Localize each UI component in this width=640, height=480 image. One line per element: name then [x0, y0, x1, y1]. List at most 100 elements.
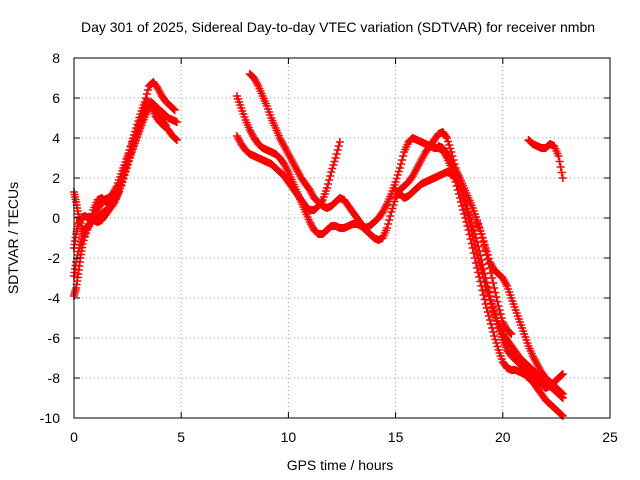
- data-point-fill: [487, 296, 496, 304]
- data-point-fill: [326, 172, 335, 180]
- data-point-fill: [325, 176, 334, 184]
- y-tick-label: -2: [48, 250, 61, 266]
- data-point-fill: [489, 328, 498, 336]
- data-point-fill: [489, 279, 498, 287]
- data-point-fill: [394, 167, 403, 176]
- series-line: [249, 73, 564, 417]
- data-point-fill: [396, 160, 405, 168]
- data-point: [335, 138, 344, 146]
- data-point: [485, 292, 494, 300]
- data-point: [383, 224, 392, 232]
- data-point-fill: [441, 132, 450, 141]
- x-tick-label: 5: [177, 429, 185, 445]
- data-point-fill: [496, 310, 505, 318]
- data-point: [395, 164, 404, 172]
- data-point: [443, 134, 452, 142]
- data-point: [172, 136, 181, 144]
- data-point: [477, 230, 486, 238]
- data-point: [477, 256, 486, 264]
- data-point-fill: [124, 156, 133, 165]
- data-point-fill: [385, 216, 394, 224]
- series-track-5: [245, 70, 567, 420]
- data-point-fill: [555, 157, 564, 166]
- data-point-fill: [126, 149, 135, 158]
- data-point-fill: [445, 141, 454, 149]
- data-point: [490, 332, 499, 340]
- data-point-fill: [324, 180, 333, 188]
- data-point-fill: [475, 247, 484, 255]
- y-tick-label: 2: [52, 170, 60, 186]
- x-tick-label: 10: [281, 429, 297, 445]
- data-point-fill: [489, 304, 498, 312]
- data-point-fill: [384, 220, 393, 228]
- data-point: [485, 316, 494, 324]
- series-track-7: [232, 132, 344, 214]
- data-point-fill: [484, 287, 493, 296]
- series-track-8: [391, 168, 567, 402]
- data-point-fill: [329, 161, 338, 169]
- data-point-fill: [143, 86, 152, 94]
- data-point-fill: [488, 274, 497, 282]
- data-point: [558, 412, 567, 420]
- data-point-fill: [388, 204, 397, 213]
- data-point-fill: [483, 283, 492, 291]
- data-point-fill: [141, 94, 150, 102]
- data-point-fill: [389, 201, 398, 209]
- series-line: [73, 101, 178, 277]
- data-point: [490, 284, 499, 292]
- data-point-fill: [116, 184, 125, 193]
- ticks: 0 5 10 15 20 25 -10 -8 -6 -4 -2 0 2 4 6 8: [40, 50, 618, 445]
- y-tick-label: 4: [52, 130, 60, 146]
- x-tick-label: 15: [388, 429, 404, 445]
- data-point-fill: [122, 163, 131, 172]
- data-point-fill: [480, 240, 489, 249]
- y-tick-label: -8: [48, 370, 61, 386]
- data-point-fill: [392, 174, 401, 183]
- plot-frame: [73, 57, 611, 419]
- data-point: [162, 122, 171, 130]
- data-point-fill: [117, 181, 126, 189]
- x-tick-label: 25: [602, 429, 618, 445]
- data-point-fill: [317, 197, 326, 206]
- data-point-fill: [330, 157, 339, 166]
- data-point-fill: [488, 300, 497, 308]
- data-point: [494, 302, 503, 310]
- data-point: [331, 154, 340, 162]
- x-axis-label: GPS time / hours: [287, 457, 394, 473]
- data-point-fill: [556, 163, 565, 171]
- data-point-fill: [142, 90, 151, 98]
- chart-title: Day 301 of 2025, Sidereal Day-to-day VTE…: [81, 19, 595, 35]
- data-point: [558, 370, 567, 378]
- x-tick-label: 0: [70, 429, 78, 445]
- data-point-fill: [398, 156, 407, 164]
- data-point-fill: [386, 212, 395, 220]
- data-point-fill: [493, 342, 502, 351]
- data-point-fill: [390, 197, 399, 206]
- data-point: [170, 106, 179, 114]
- data-point-fill: [446, 144, 455, 153]
- data-point: [115, 188, 124, 196]
- data-point: [464, 208, 473, 216]
- series-track-11: [524, 136, 567, 182]
- data-point: [119, 174, 128, 182]
- data-point-fill: [121, 167, 130, 175]
- y-tick-label: -10: [40, 410, 60, 426]
- data-point-fill: [120, 170, 129, 179]
- series-group: [70, 70, 567, 420]
- data-point: [327, 168, 336, 176]
- data-point-fill: [557, 168, 566, 177]
- data-point-fill: [161, 120, 170, 129]
- data-point: [391, 178, 400, 186]
- data-point-fill: [444, 137, 453, 146]
- data-point: [507, 330, 516, 338]
- data-point-fill: [171, 135, 180, 143]
- data-point-fill: [393, 171, 402, 179]
- y-tick-label: 8: [52, 50, 60, 66]
- data-point-fill: [328, 164, 337, 173]
- data-point-fill: [479, 237, 488, 245]
- data-point: [172, 118, 181, 126]
- data-point-fill: [484, 312, 493, 320]
- data-point-fill: [557, 371, 566, 379]
- data-point-fill: [482, 247, 491, 256]
